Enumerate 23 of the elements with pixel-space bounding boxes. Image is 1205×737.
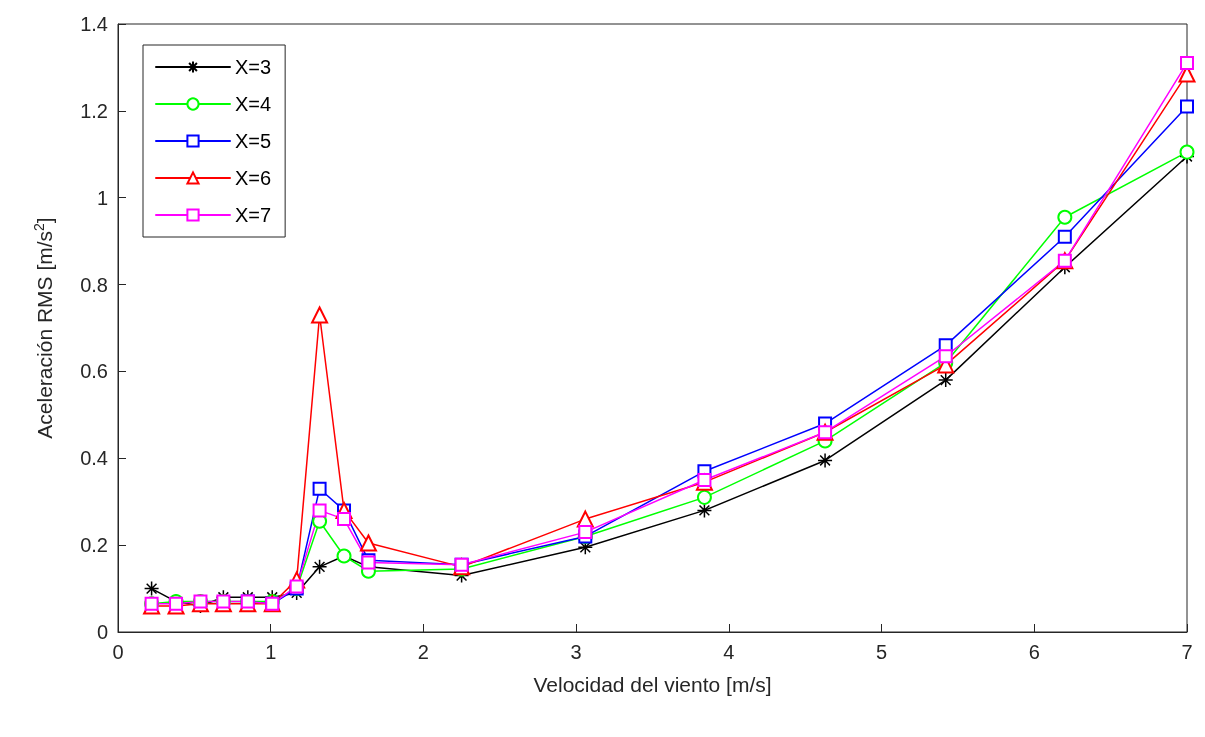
y-tick-label: 0.4 — [80, 447, 108, 470]
y-tick-label: 0.6 — [80, 360, 108, 383]
x-tick-label: 7 — [1181, 641, 1193, 663]
y-tick-label: 1.2 — [80, 99, 108, 122]
legend-label: X=6 — [235, 167, 272, 189]
y-tick-label: 0.2 — [80, 534, 108, 557]
x-tick-label: 6 — [1028, 641, 1040, 663]
x-tick-label: 2 — [417, 641, 429, 663]
legend-label: X=7 — [235, 204, 272, 226]
legend-label: X=5 — [235, 130, 272, 152]
x-axis-title: Velocidad del viento [m/s] — [533, 673, 772, 696]
y-tick-label: 0.8 — [80, 273, 108, 296]
x-tick-label: 5 — [876, 641, 888, 663]
legend-label: X=4 — [235, 93, 272, 115]
y-tick-label: 1.4 — [80, 13, 108, 35]
x-tick-label: 3 — [570, 641, 582, 663]
x-tick-label: 1 — [265, 641, 277, 663]
y-tick-label: 0 — [96, 621, 108, 643]
x-tick-label: 4 — [723, 641, 735, 663]
x-tick-label: 0 — [112, 641, 124, 663]
y-axis-title: Aceleración RMS [m/s2] — [31, 217, 56, 439]
y-tick-label: 1 — [96, 186, 108, 209]
legend-label: X=3 — [235, 56, 272, 78]
